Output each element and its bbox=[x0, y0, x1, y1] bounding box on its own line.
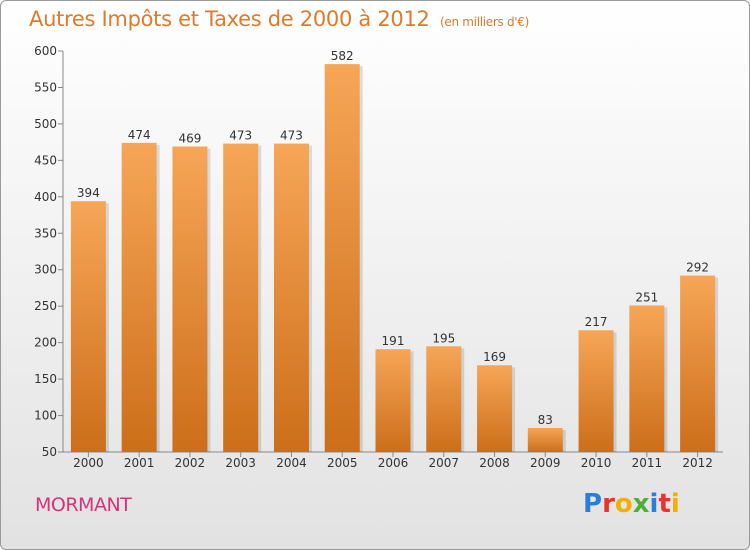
bar-2002[interactable] bbox=[172, 146, 208, 452]
y-tick-label: 100 bbox=[34, 409, 57, 423]
chart-unit: (en milliers d'€) bbox=[440, 15, 530, 29]
logo-letter: P bbox=[583, 489, 603, 519]
bar-2007[interactable] bbox=[426, 346, 462, 452]
bar-2011[interactable] bbox=[629, 305, 665, 452]
axes: 50 100 150 200 250 300 350 400 450 500 550 600 2000 2… bbox=[34, 44, 723, 470]
data-label: 195 bbox=[432, 331, 455, 345]
y-tick-label: 150 bbox=[34, 372, 57, 386]
bar-2004[interactable] bbox=[273, 143, 309, 452]
x-tick-label: 2004 bbox=[276, 456, 307, 470]
bar-2012[interactable] bbox=[680, 275, 716, 452]
logo-letter: t bbox=[658, 489, 671, 519]
bars bbox=[70, 64, 719, 453]
x-tick-label: 2003 bbox=[225, 456, 256, 470]
data-label: 217 bbox=[585, 315, 608, 329]
bar-2003[interactable] bbox=[223, 143, 259, 452]
bar-2009[interactable] bbox=[527, 427, 563, 452]
data-label: 251 bbox=[635, 290, 658, 304]
place-name: MORMANT bbox=[35, 494, 132, 516]
x-tick-label: 2005 bbox=[327, 456, 358, 470]
x-tick-label: 2009 bbox=[530, 456, 561, 470]
bar-2006[interactable] bbox=[375, 349, 411, 452]
logo-letter: r bbox=[602, 489, 615, 519]
data-label: 474 bbox=[128, 128, 151, 142]
proxiti-logo[interactable]: Proxiti bbox=[583, 489, 680, 519]
data-label: 469 bbox=[178, 132, 201, 146]
bar-2001[interactable] bbox=[121, 142, 157, 452]
x-tick-label: 2012 bbox=[682, 456, 713, 470]
x-tick-label: 2001 bbox=[124, 456, 155, 470]
x-tick-label: 2007 bbox=[428, 456, 459, 470]
data-label: 473 bbox=[229, 129, 252, 143]
x-tick-label: 2002 bbox=[175, 456, 206, 470]
y-tick-label: 450 bbox=[34, 153, 57, 167]
bar-2000[interactable] bbox=[70, 201, 106, 452]
x-tick-label: 2006 bbox=[378, 456, 409, 470]
bar-2008[interactable] bbox=[477, 365, 513, 452]
y-tick-label: 550 bbox=[34, 80, 57, 94]
y-tick-label: 250 bbox=[34, 299, 57, 313]
x-tick-label: 2011 bbox=[632, 456, 663, 470]
data-labels: 394 474 469 473 473 582 191 195 169 83 217 251 292 bbox=[77, 49, 709, 427]
bar-2010[interactable] bbox=[578, 330, 614, 452]
data-label: 394 bbox=[77, 186, 100, 200]
x-tick-label: 2008 bbox=[479, 456, 510, 470]
logo-letter: x bbox=[632, 489, 650, 519]
data-label: 191 bbox=[382, 334, 405, 348]
data-label: 83 bbox=[538, 413, 553, 427]
data-label: 582 bbox=[331, 49, 354, 63]
y-tick-label: 50 bbox=[42, 445, 57, 459]
data-label: 473 bbox=[280, 129, 303, 143]
y-tick-label: 300 bbox=[34, 263, 57, 277]
logo-letter: o bbox=[614, 489, 633, 519]
x-tick-label: 2000 bbox=[73, 456, 104, 470]
logo-letter: i bbox=[670, 489, 680, 519]
chart-title-text: Autres Impôts et Taxes de 2000 à 2012 bbox=[29, 7, 430, 31]
y-tick-label: 200 bbox=[34, 336, 57, 350]
data-label: 292 bbox=[686, 261, 709, 275]
y-tick-label: 600 bbox=[34, 44, 57, 58]
data-label: 169 bbox=[483, 350, 506, 364]
y-tick-label: 350 bbox=[34, 226, 57, 240]
logo-letter: i bbox=[649, 489, 659, 519]
y-tick-label: 500 bbox=[34, 117, 57, 131]
y-tick-label: 400 bbox=[34, 190, 57, 204]
chart-title: Autres Impôts et Taxes de 2000 à 2012 (e… bbox=[29, 7, 529, 31]
x-tick-label: 2010 bbox=[581, 456, 612, 470]
bar-2005[interactable] bbox=[324, 64, 360, 452]
